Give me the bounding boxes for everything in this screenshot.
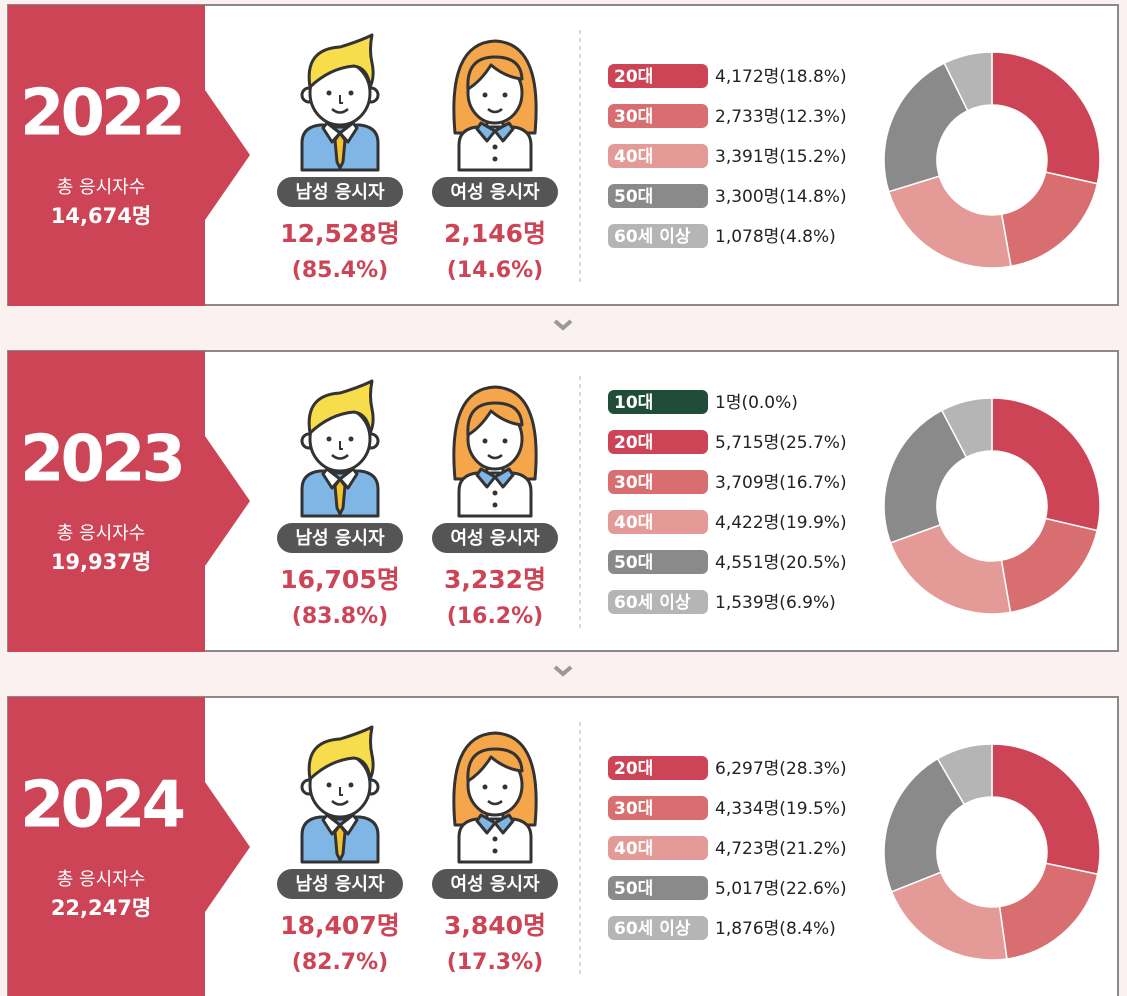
female-icon: [454, 41, 536, 170]
male-count: 18,407명: [280, 911, 399, 940]
page: {"chart_data": [ {"type": "pie", "year":…: [0, 0, 1127, 996]
male-label: 남성 응시자: [295, 528, 385, 549]
male-share: (83.8%): [292, 604, 388, 629]
male-count: 12,528명: [280, 219, 399, 248]
legend-label: 20대: [614, 759, 653, 779]
legend-label: 20대: [614, 433, 653, 453]
female-count: 2,146명: [444, 219, 546, 248]
year: 2023: [20, 423, 182, 497]
total-label: 총 응시자수: [57, 523, 146, 544]
legend-label: 60세 이상: [614, 227, 691, 247]
chevron: [555, 321, 571, 328]
legend-label: 40대: [614, 839, 653, 859]
value-label: 4,334명(19.5%): [715, 799, 847, 819]
total-label: 총 응시자수: [57, 177, 146, 198]
value-label: 1,539명(6.9%): [715, 593, 836, 613]
value-label: 1,078명(4.8%): [715, 227, 836, 247]
female-share: (16.2%): [447, 604, 543, 629]
value-label: 1,876명(8.4%): [715, 919, 836, 939]
female-icon: [454, 733, 536, 862]
legend-label: 40대: [614, 147, 653, 167]
female-share: (17.3%): [447, 950, 543, 975]
legend-label: 30대: [614, 799, 653, 819]
total-label: 총 응시자수: [57, 869, 146, 890]
value-label: 5,715명(25.7%): [715, 433, 847, 453]
legend-label: 20대: [614, 67, 653, 87]
value-label: 4,172명(18.8%): [715, 67, 847, 87]
value-label: 3,391명(15.2%): [715, 147, 847, 167]
value-label: 5,017명(22.6%): [715, 879, 847, 899]
legend-label: 50대: [614, 553, 653, 573]
value-label: 3,709명(16.7%): [715, 473, 847, 493]
male-share: (85.4%): [292, 258, 388, 283]
year: 2024: [20, 769, 184, 843]
value-label: 4,723명(21.2%): [715, 839, 847, 859]
female-count: 3,232명: [444, 565, 546, 594]
value-label: 4,422명(19.9%): [715, 513, 847, 533]
legend-label: 60세 이상: [614, 919, 691, 939]
female-label: 여성 응시자: [450, 182, 540, 203]
female-label: 여성 응시자: [450, 528, 540, 549]
male-count: 16,705명: [280, 565, 399, 594]
total: 14,674명: [51, 204, 151, 228]
value-label: 4,551명(20.5%): [715, 553, 847, 573]
legend-label: 40대: [614, 513, 653, 533]
male-label: 남성 응시자: [295, 182, 385, 203]
legend-label: 50대: [614, 187, 653, 207]
value-label: 3,300명(14.8%): [715, 187, 847, 207]
female-label: 여성 응시자: [450, 874, 540, 895]
legend-label: 10대: [614, 393, 653, 413]
legend-label: 60세 이상: [614, 593, 691, 613]
female-share: (14.6%): [447, 258, 543, 283]
total: 22,247명: [51, 896, 151, 920]
male-share: (82.7%): [292, 950, 388, 975]
value-label: 2,733명(12.3%): [715, 107, 847, 127]
year: 2022: [20, 77, 182, 151]
value-label: 6,297명(28.3%): [715, 759, 847, 779]
legend-label: 50대: [614, 879, 653, 899]
value-label: 1명(0.0%): [715, 393, 798, 413]
female-count: 3,840명: [444, 911, 546, 940]
male-label: 남성 응시자: [295, 874, 385, 895]
legend-label: 30대: [614, 107, 653, 127]
chevron: [555, 667, 571, 674]
female-icon: [454, 387, 536, 516]
legend-label: 30대: [614, 473, 653, 493]
infographic: 2022총 응시자수14,674명남성 응시자12,528명(85.4%)여성 …: [0, 0, 1127, 996]
total: 19,937명: [51, 550, 151, 574]
